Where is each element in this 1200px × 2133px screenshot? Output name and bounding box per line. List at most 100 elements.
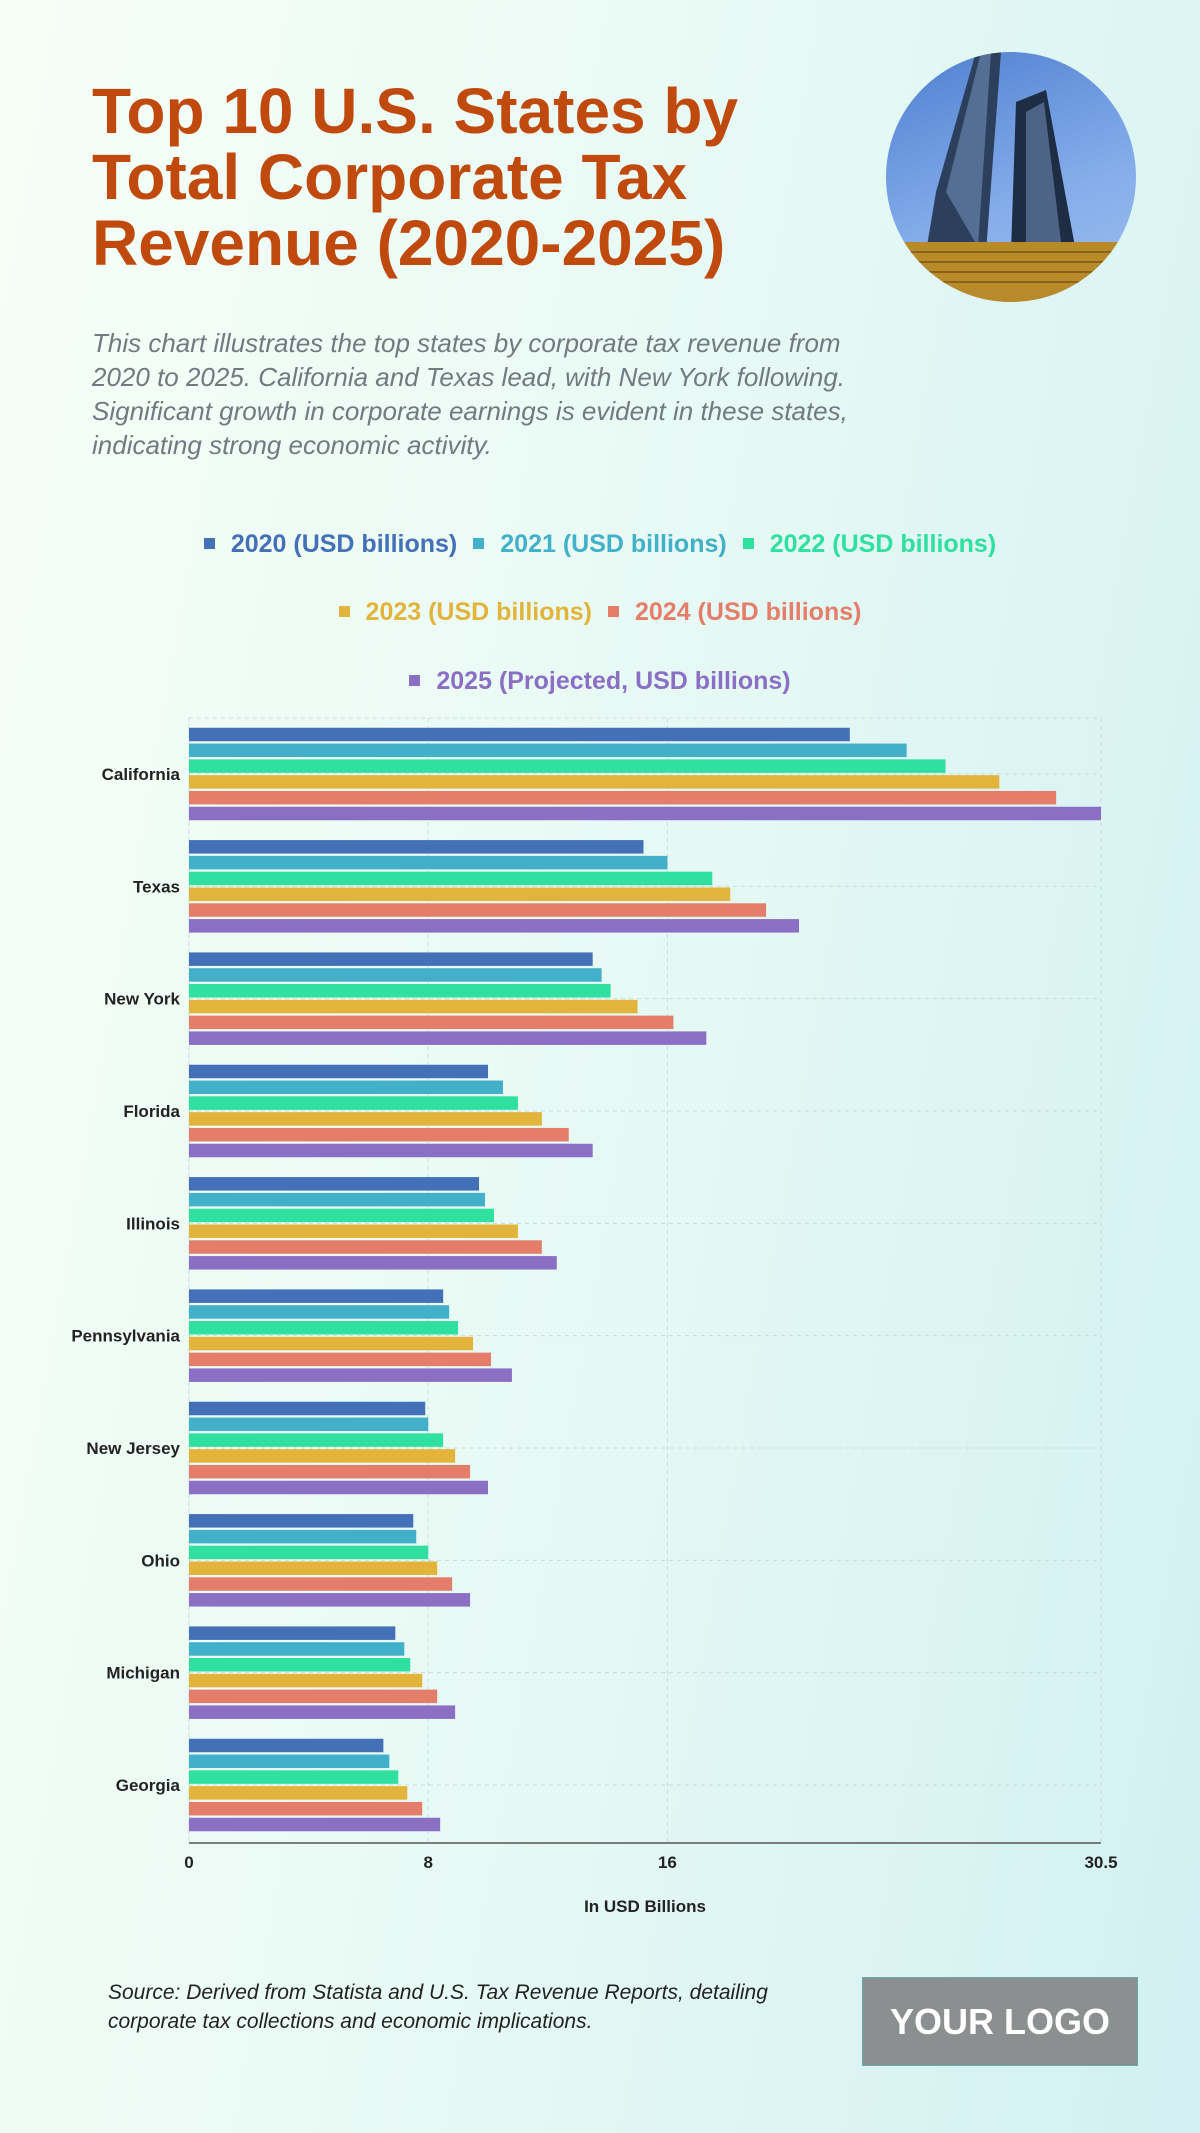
bar: [189, 1770, 399, 1784]
category-label: Michigan: [106, 1664, 180, 1683]
legend-swatch: [203, 537, 215, 549]
bar: [189, 1754, 390, 1769]
bar: [189, 840, 644, 854]
bar: [189, 743, 907, 758]
bar: [189, 1192, 486, 1207]
category-label: Georgia: [116, 1776, 181, 1795]
page-title: Top 10 U.S. States by Total Corporate Ta…: [92, 75, 739, 279]
legend-swatch: [608, 605, 619, 617]
bar: [189, 1417, 429, 1432]
legend-label: 2022 (USD billions): [769, 530, 997, 558]
bar: [189, 1801, 423, 1816]
legend-label: 2023 (USD billions): [365, 598, 592, 626]
bar: [189, 1208, 494, 1223]
bar: [189, 1705, 456, 1719]
bar: [189, 1352, 492, 1367]
bar: [189, 1368, 512, 1382]
bar: [189, 1080, 503, 1095]
x-axis-title: In USD Billions: [584, 1897, 706, 1916]
logo-placeholder: YOUR LOGO: [862, 1977, 1138, 2066]
legend-swatch: [338, 605, 350, 617]
bar: [189, 968, 602, 982]
bar: [189, 1305, 450, 1319]
bar: [189, 1464, 471, 1479]
bar: [189, 1240, 542, 1254]
bar: [189, 903, 767, 917]
chart-subtitle: This chart illustrates the top states by…: [92, 328, 848, 460]
bar: [189, 1529, 417, 1544]
bar: [189, 1626, 396, 1640]
legend-row: 2023 (USD billions) 2024 (USD billions): [0, 598, 1200, 627]
legend-label: 2021 (USD billions): [500, 530, 727, 558]
bar: [189, 1289, 444, 1303]
legend-item: 2020 (USD billions): [203, 530, 458, 559]
x-tick-label: 0: [184, 1853, 193, 1872]
bar: [189, 1401, 426, 1416]
bar: [189, 1545, 429, 1560]
bar: [189, 999, 638, 1014]
category-label: Florida: [123, 1102, 180, 1121]
bar: [189, 1561, 438, 1575]
bar: [189, 1064, 489, 1079]
bar: [189, 806, 1101, 821]
legend-label: 2024 (USD billions): [635, 598, 862, 626]
bar: [189, 1577, 453, 1591]
category-label: New York: [104, 990, 180, 1009]
legend-item: 2023 (USD billions): [338, 598, 592, 627]
bar: [189, 1112, 542, 1126]
category-label: California: [102, 765, 181, 784]
category-label: New Jersey: [86, 1439, 180, 1458]
bar: [189, 984, 611, 998]
bar: [189, 952, 593, 966]
bar: [189, 790, 1057, 805]
bar: [189, 855, 668, 870]
category-label: Pennsylvania: [71, 1327, 180, 1346]
bar: [189, 759, 946, 773]
category-label: Texas: [133, 877, 180, 896]
legend-swatch: [473, 537, 485, 549]
category-label: Illinois: [126, 1214, 180, 1233]
legend-row: 2020 (USD billions) 2021 (USD billions) 20…: [0, 530, 1200, 559]
bar-chart: 0 8 16 30.5 In USD Billions California Texas Ne…: [71, 717, 1118, 1916]
bar: [189, 1658, 411, 1672]
legend-swatch: [409, 674, 421, 686]
bar: [189, 1593, 471, 1607]
bar: [189, 1673, 423, 1688]
category-label: Ohio: [141, 1551, 180, 1570]
bar: [189, 1321, 459, 1335]
bar: [189, 1738, 384, 1753]
bar: [189, 1433, 444, 1447]
bar: [189, 1642, 405, 1656]
bar: [189, 871, 713, 886]
bar: [189, 1015, 674, 1030]
bar: [189, 1127, 569, 1142]
bar: [189, 1096, 518, 1110]
bar: [189, 1786, 408, 1800]
bar: [189, 1514, 414, 1528]
bar: [189, 1480, 489, 1495]
bar: [189, 1689, 438, 1704]
bar: [189, 887, 731, 901]
bar: [189, 1256, 557, 1270]
legend-item: 2021 (USD billions): [473, 530, 727, 559]
bar: [189, 1336, 474, 1351]
bar: [189, 775, 1000, 789]
legend-item: 2024 (USD billions): [608, 598, 861, 627]
legend-label: 2020 (USD billions): [230, 530, 458, 558]
bar: [189, 1224, 518, 1238]
x-tick-label: 16: [658, 1853, 677, 1872]
source-note: Source: Derived from Statista and U.S. T…: [108, 1981, 768, 2033]
legend-row: 2025 (Projected, USD billions): [0, 667, 1200, 696]
legend-swatch: [742, 537, 754, 549]
bar: [189, 727, 850, 742]
bar: [189, 1031, 707, 1045]
legend-item: 2025 (Projected, USD billions): [409, 667, 791, 696]
bar: [189, 1177, 480, 1191]
bar: [189, 1817, 441, 1832]
bar: [189, 1449, 456, 1463]
x-tick-label: 30.5: [1084, 1853, 1117, 1872]
x-tick-label: 8: [423, 1853, 432, 1872]
legend-label: 2025 (Projected, USD billions): [436, 667, 791, 695]
bar: [189, 919, 799, 933]
bar: [189, 1143, 593, 1158]
